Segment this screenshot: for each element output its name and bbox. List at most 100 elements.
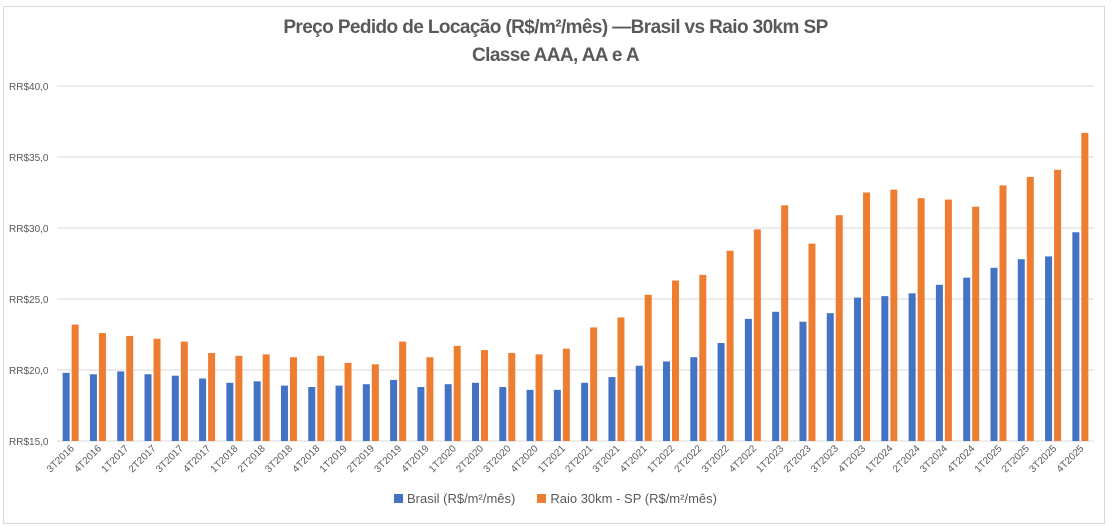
bar-raio-30km-sp	[699, 274, 707, 441]
bar-brasil	[253, 381, 261, 441]
x-tick-label: 4T2020	[509, 443, 541, 475]
bar-brasil	[581, 382, 589, 441]
bar-brasil	[935, 284, 943, 441]
bar-brasil	[717, 343, 725, 441]
bar-brasil	[362, 384, 370, 441]
bar-raio-30km-sp	[126, 335, 134, 441]
bar-brasil	[499, 387, 507, 441]
bar-brasil	[772, 311, 780, 441]
legend-label-raio-30km-sp: Raio 30km - SP (R$/m²/mês)	[550, 491, 717, 506]
chart-subtitle: Classe AAA, AA e A	[472, 45, 640, 66]
bar-raio-30km-sp	[262, 354, 270, 441]
bar-raio-30km-sp	[672, 280, 680, 441]
legend-item-raio-30km-sp[interactable]: Raio 30km - SP (R$/m²/mês)	[537, 491, 717, 506]
bar-brasil	[117, 371, 125, 441]
x-tick-label: 3T2025	[1027, 443, 1059, 475]
bar-raio-30km-sp	[98, 333, 106, 441]
x-tick-label: 1T2018	[209, 443, 241, 475]
y-tick-label: RR$15,0	[9, 437, 49, 448]
bar-raio-30km-sp	[972, 206, 980, 441]
y-tick-label: RR$40,0	[9, 82, 49, 93]
bar-raio-30km-sp	[863, 192, 871, 441]
bar-raio-30km-sp	[890, 189, 898, 441]
bar-raio-30km-sp	[426, 357, 434, 441]
bar-brasil	[1017, 259, 1025, 441]
x-tick-label: 4T2024	[946, 443, 978, 475]
bar-raio-30km-sp	[944, 199, 952, 441]
bar-brasil	[690, 357, 698, 441]
chart-title: Preço Pedido de Locação (R$/m²/mês) —Bra…	[283, 17, 828, 38]
legend-swatch-raio-30km-sp	[537, 494, 547, 503]
x-tick-label: 3T2021	[591, 443, 623, 475]
bar-raio-30km-sp	[480, 350, 488, 441]
bar-raio-30km-sp	[562, 348, 570, 441]
bar-brasil	[199, 378, 207, 441]
x-tick-label: 3T2018	[263, 443, 295, 475]
bar-raio-30km-sp	[535, 354, 543, 441]
x-tick-label: 3T2017	[154, 443, 186, 475]
bar-raio-30km-sp	[208, 352, 216, 441]
y-tick-label: RR$20,0	[9, 366, 49, 377]
bar-raio-30km-sp	[1026, 176, 1034, 441]
bar-raio-30km-sp	[153, 338, 161, 441]
bar-brasil	[444, 384, 452, 441]
bar-brasil	[1045, 256, 1053, 441]
x-tick-label: 3T2019	[372, 443, 404, 475]
x-tick-label: 2T2017	[127, 443, 159, 475]
bar-brasil	[635, 365, 643, 441]
x-tick-label: 3T2022	[700, 443, 732, 475]
x-tick-label: 4T2016	[72, 443, 104, 475]
x-tick-label: 2T2018	[236, 443, 268, 475]
legend-swatch-brasil	[394, 494, 403, 503]
x-tick-label: 3T2020	[482, 443, 514, 475]
bar-raio-30km-sp	[808, 243, 816, 441]
bar-brasil	[89, 374, 97, 441]
bar-brasil	[608, 377, 616, 441]
x-tick-label: 2T2023	[782, 443, 814, 475]
bar-raio-30km-sp	[835, 215, 843, 441]
bar-brasil	[335, 385, 343, 441]
bar-raio-30km-sp	[453, 345, 461, 441]
x-tick-label: 4T2021	[618, 443, 650, 475]
bar-brasil	[471, 382, 479, 441]
bar-brasil	[171, 375, 179, 441]
bar-raio-30km-sp	[617, 317, 625, 441]
bar-raio-30km-sp	[371, 364, 379, 441]
x-tick-label: 4T2025	[1055, 443, 1087, 475]
x-tick-label: 2T2024	[891, 443, 923, 475]
bar-brasil	[144, 374, 152, 441]
bar-raio-30km-sp	[399, 341, 407, 441]
x-tick-label: 1T2017	[100, 443, 132, 475]
x-tick-label: 3T2024	[918, 443, 950, 475]
bar-raio-30km-sp	[344, 362, 352, 441]
legend: Brasil (R$/m²/mês) Raio 30km - SP (R$/m²…	[0, 491, 1111, 506]
x-tick-label: 4T2017	[181, 443, 213, 475]
bar-raio-30km-sp	[508, 352, 516, 441]
bar-raio-30km-sp	[917, 198, 925, 441]
legend-label-brasil: Brasil (R$/m²/mês)	[407, 491, 516, 506]
bar-brasil	[390, 379, 398, 441]
bar-raio-30km-sp	[590, 327, 598, 441]
x-tick-label: 2T2022	[673, 443, 705, 475]
x-tick-label: 4T2023	[836, 443, 868, 475]
y-tick-label: RR$25,0	[9, 295, 49, 306]
bar-brasil	[62, 372, 70, 441]
bar-raio-30km-sp	[753, 229, 761, 441]
bar-raio-30km-sp	[71, 324, 79, 441]
bar-raio-30km-sp	[999, 185, 1007, 441]
x-tick-label: 1T2019	[318, 443, 350, 475]
x-tick-label: 4T2018	[291, 443, 323, 475]
x-tick-label: 1T2025	[973, 443, 1005, 475]
x-tick-label: 1T2024	[864, 443, 896, 475]
bar-brasil	[308, 387, 316, 441]
x-tick-label: 4T2022	[727, 443, 759, 475]
x-tick-label: 3T2023	[809, 443, 841, 475]
bar-raio-30km-sp	[644, 294, 652, 441]
bar-raio-30km-sp	[1054, 169, 1062, 441]
legend-item-brasil[interactable]: Brasil (R$/m²/mês)	[394, 491, 515, 506]
bar-brasil	[881, 296, 889, 441]
bar-brasil	[417, 387, 425, 441]
bar-brasil	[663, 361, 671, 441]
x-tick-label: 2T2021	[564, 443, 596, 475]
